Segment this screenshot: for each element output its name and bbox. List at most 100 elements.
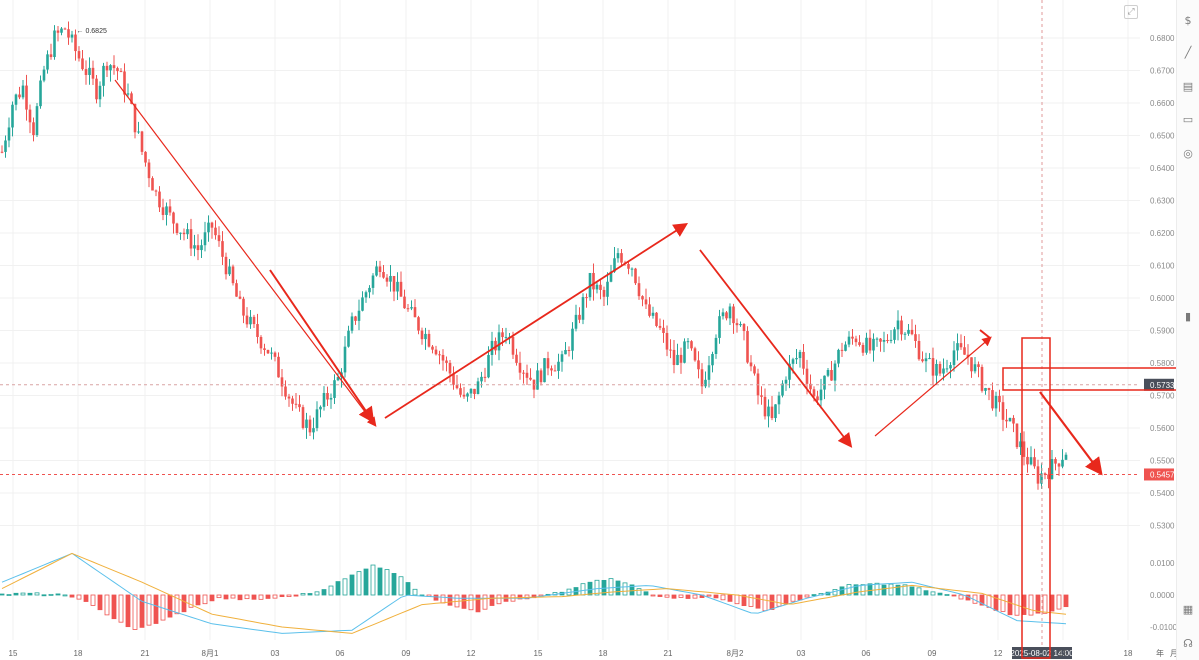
macd-bar: [902, 584, 908, 596]
macd-bar: [587, 581, 593, 596]
candle-up: [676, 354, 679, 366]
macd-bar: [860, 584, 866, 596]
macd-bar: [167, 594, 173, 618]
indicator-icon[interactable]: ▤: [1182, 80, 1194, 93]
time-tick-label: 12: [994, 649, 1003, 658]
currency-icon[interactable]: $: [1184, 14, 1192, 27]
macd-bar: [468, 594, 474, 611]
candle-up: [389, 275, 392, 282]
headset-icon[interactable]: ☊: [1183, 637, 1193, 650]
macd-bar: [916, 587, 922, 596]
candle-up: [952, 350, 956, 366]
candle-up: [557, 361, 560, 371]
macd-bar: [720, 594, 726, 601]
time-tick-label: 03: [797, 649, 806, 658]
candle-down: [77, 51, 81, 59]
candle-up: [228, 266, 231, 275]
candle-down: [406, 308, 410, 310]
candle-up: [343, 346, 347, 373]
macd-bar: [783, 594, 789, 605]
candle-down: [805, 368, 809, 384]
candle-down: [1026, 456, 1029, 465]
macd-bar: [307, 593, 313, 596]
candle-up: [322, 392, 326, 407]
time-tick-label: 09: [928, 649, 937, 658]
candle-down: [518, 362, 522, 373]
candle-up: [249, 316, 252, 325]
candle-down: [1015, 423, 1019, 448]
candle-down: [224, 256, 228, 275]
candle-up: [686, 341, 690, 343]
macd-bar: [181, 594, 187, 613]
price-tick-label: 0.6700: [1150, 67, 1175, 76]
candle-up: [1061, 459, 1064, 467]
candle-down: [130, 93, 133, 104]
layers-icon[interactable]: ◎: [1183, 147, 1193, 160]
candle-down: [252, 316, 256, 325]
expand-icon[interactable]: ⤢: [1124, 5, 1138, 19]
macd-bar: [405, 582, 411, 596]
candle-down: [182, 232, 186, 235]
crosshair-price-tag: [1144, 378, 1174, 391]
candle-down: [963, 347, 966, 355]
candle-down: [438, 354, 441, 356]
price-tick-label: 0.6600: [1150, 99, 1175, 108]
candle-up: [721, 312, 725, 317]
candle-up: [305, 419, 308, 428]
candle-down: [235, 283, 238, 297]
macd-bar: [265, 594, 271, 599]
candle-down: [1054, 459, 1057, 464]
macd-bar: [335, 581, 341, 596]
macd-bar: [748, 594, 754, 607]
macd-bar: [90, 594, 96, 606]
candle-down: [693, 348, 697, 361]
candle-up: [613, 258, 616, 272]
candle-up: [777, 395, 781, 405]
candle-down: [123, 71, 126, 95]
trend-line-icon[interactable]: ╱: [1184, 46, 1192, 59]
candle-up: [795, 358, 798, 360]
candle-up: [956, 343, 959, 351]
candle-up: [336, 377, 340, 381]
candle-down: [637, 283, 641, 297]
macd-bar: [258, 594, 264, 600]
template-icon[interactable]: ▭: [1182, 113, 1194, 126]
macd-bar: [790, 594, 796, 602]
candle-down: [1036, 466, 1040, 484]
candle-up: [844, 344, 847, 351]
candle-up: [368, 287, 371, 293]
candle-down: [816, 396, 819, 401]
macd-bar: [594, 579, 600, 596]
candle-up: [1050, 459, 1054, 479]
candle-up: [543, 358, 546, 383]
macd-bar: [279, 594, 285, 598]
candle-down: [459, 388, 462, 395]
macd-bar: [741, 594, 747, 607]
candle-down: [259, 336, 263, 349]
candle-down: [382, 271, 385, 278]
last-price-label: 0.5457: [1150, 470, 1175, 479]
macd-bar: [230, 594, 236, 599]
candle-down: [991, 390, 994, 409]
macd-bar: [202, 594, 208, 605]
candle-up: [39, 80, 42, 107]
candle-down: [147, 162, 151, 179]
macd-bar: [76, 594, 82, 600]
candle-up: [364, 292, 368, 298]
candle-down: [28, 109, 32, 123]
macd-bar: [475, 594, 481, 613]
candle-up: [410, 307, 413, 309]
compare-icon[interactable]: ▮: [1184, 310, 1192, 323]
layout-icon[interactable]: ▦: [1182, 603, 1194, 616]
candle-up: [46, 54, 49, 70]
time-tick-label: 18: [1124, 649, 1133, 658]
candle-down: [511, 336, 515, 355]
candle-down: [921, 359, 924, 362]
candle-up: [823, 375, 826, 390]
price-tick-label: 0.5500: [1150, 457, 1175, 466]
candle-down: [291, 398, 294, 404]
macd-bar: [727, 594, 733, 602]
candle-up: [14, 94, 18, 105]
